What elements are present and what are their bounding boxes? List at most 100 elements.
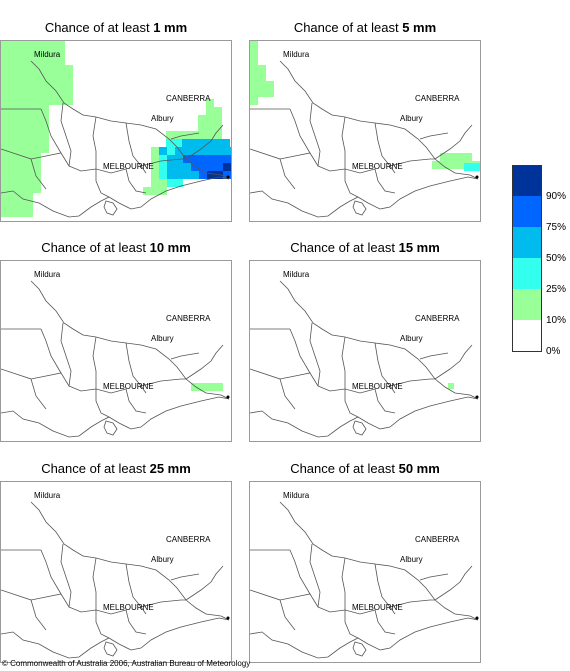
shading-cell — [1, 73, 9, 81]
shading-cell — [33, 41, 41, 49]
shading-cell — [57, 81, 65, 89]
boundary-line — [60, 322, 97, 392]
place-label-albury: Albury — [400, 555, 423, 564]
shading-cell — [167, 163, 175, 171]
shading-cell — [33, 185, 41, 193]
shading-cell — [25, 49, 33, 57]
boundary-line — [92, 557, 127, 615]
shading-cell — [41, 81, 49, 89]
shading-cell — [9, 177, 17, 185]
shading-cell — [167, 155, 175, 163]
shading-cell — [41, 105, 49, 113]
boundary-line — [344, 610, 359, 639]
probability-shading — [191, 383, 223, 391]
boundary-line — [170, 132, 200, 140]
boundary-line — [289, 549, 311, 595]
place-label-mildura: Mildura — [283, 270, 310, 279]
shading-cell — [1, 137, 9, 145]
place-label-canberra: CANBERRA — [166, 94, 211, 103]
shading-cell — [198, 139, 206, 147]
shading-cell — [25, 161, 33, 169]
town-marker — [226, 616, 230, 620]
shading-cell — [1, 121, 9, 129]
boundary-line — [125, 388, 147, 414]
shading-cell — [33, 161, 41, 169]
shading-cell — [17, 153, 25, 161]
shading-cell — [191, 171, 199, 179]
shading-cell — [1, 65, 9, 73]
boundary-line — [185, 124, 224, 160]
shading-cell — [214, 115, 222, 123]
shading-cell — [250, 65, 258, 73]
rainfall-map: Mildura CANBERRA Albury MELBOURNE — [0, 260, 232, 442]
shading-cell — [49, 89, 57, 97]
place-label-mildura: Mildura — [283, 50, 310, 59]
shading-cell — [17, 177, 25, 185]
place-label-melbourne: MELBOURNE — [103, 162, 154, 171]
place-label-canberra: CANBERRA — [415, 94, 460, 103]
boundary-line — [374, 168, 396, 194]
shading-cell — [250, 57, 258, 65]
shading-cell — [25, 209, 33, 217]
shading-cell — [41, 129, 49, 137]
shading-cell — [223, 147, 231, 155]
map-svg: Mildura CANBERRA Albury MELBOURNE — [250, 41, 480, 218]
shading-cell — [33, 153, 41, 161]
boundary-line — [40, 549, 62, 595]
panel-title: Chance of at least 50 mm — [290, 461, 440, 476]
shading-cell — [215, 155, 223, 163]
shading-cell — [206, 131, 214, 139]
boundary-line — [309, 102, 346, 172]
boundary-line — [185, 565, 224, 601]
probability-shading — [1, 41, 231, 217]
shading-cell — [223, 163, 231, 171]
place-label-canberra: CANBERRA — [415, 535, 460, 544]
shading-cell — [215, 383, 223, 391]
boundary-line — [140, 599, 186, 608]
shading-cell — [25, 129, 33, 137]
shading-cell — [199, 163, 207, 171]
shading-cell — [17, 209, 25, 217]
shading-cell — [198, 115, 206, 123]
shading-cell — [215, 147, 223, 155]
shading-cell — [41, 41, 49, 49]
shading-cell — [191, 383, 199, 391]
boundary-line — [125, 563, 147, 615]
shading-cell — [206, 139, 214, 147]
shading-cell — [472, 163, 480, 171]
boundary-line — [374, 122, 396, 174]
shading-cell — [9, 49, 17, 57]
shading-cell — [250, 97, 258, 105]
town-marker — [475, 395, 479, 399]
panel-title: Chance of at least 1 mm — [44, 20, 188, 35]
shading-cell — [266, 81, 274, 89]
shading-cell — [183, 147, 191, 155]
shading-cell — [448, 153, 456, 161]
shading-cell — [440, 161, 448, 169]
shading-cell — [41, 137, 49, 145]
shading-cell — [191, 155, 199, 163]
shading-cell — [9, 209, 17, 217]
shading-cell — [25, 81, 33, 89]
shading-cell — [33, 121, 41, 129]
shading-cell — [214, 107, 222, 115]
boundary-line — [309, 543, 346, 613]
boundary-line — [434, 344, 473, 380]
legend-label-50: 50% — [546, 253, 567, 264]
shading-cell — [159, 179, 167, 187]
boundary-line — [125, 609, 147, 635]
rainfall-map: Mildura CANBERRA Albury MELBOURNE — [249, 481, 481, 663]
shading-cell — [25, 193, 33, 201]
boundary-line — [279, 593, 319, 608]
shading-cell — [214, 123, 222, 131]
boundary-line — [30, 372, 70, 387]
shading-cell — [159, 187, 167, 195]
shading-cell — [9, 201, 17, 209]
shading-cell — [17, 185, 25, 193]
boundary-line — [389, 158, 435, 167]
shading-cell — [57, 65, 65, 73]
town-marker — [226, 395, 230, 399]
boundary-line — [60, 102, 97, 172]
shading-cell — [17, 97, 25, 105]
shading-cell — [266, 89, 274, 97]
